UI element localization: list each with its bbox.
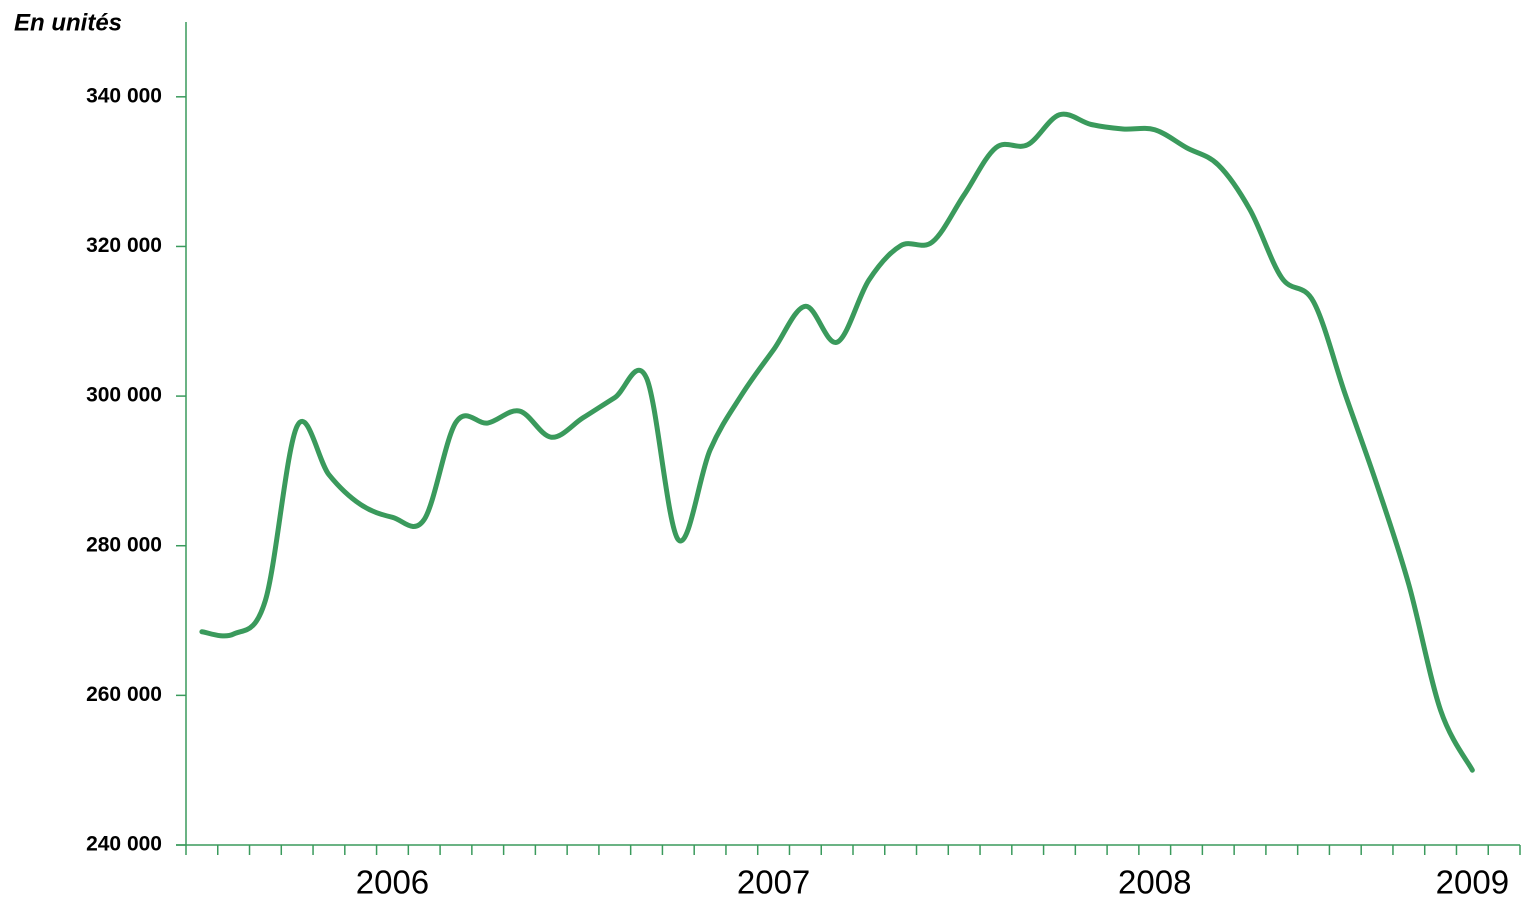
y-tick-label: 340 000 xyxy=(86,84,162,107)
x-tick-label: 2008 xyxy=(1118,864,1191,901)
y-axis-unit: En unités xyxy=(14,9,122,36)
y-tick-label: 320 000 xyxy=(86,234,162,257)
data-line xyxy=(199,111,1475,773)
y-tick-label: 260 000 xyxy=(86,683,162,706)
x-tick-label: 2009 xyxy=(1436,864,1509,901)
x-tick-label: 2007 xyxy=(737,864,810,901)
y-tick-label: 280 000 xyxy=(86,533,162,556)
y-tick-label: 300 000 xyxy=(86,384,162,407)
y-tick-label: 240 000 xyxy=(86,833,162,856)
x-tick-label: 2006 xyxy=(356,864,429,901)
